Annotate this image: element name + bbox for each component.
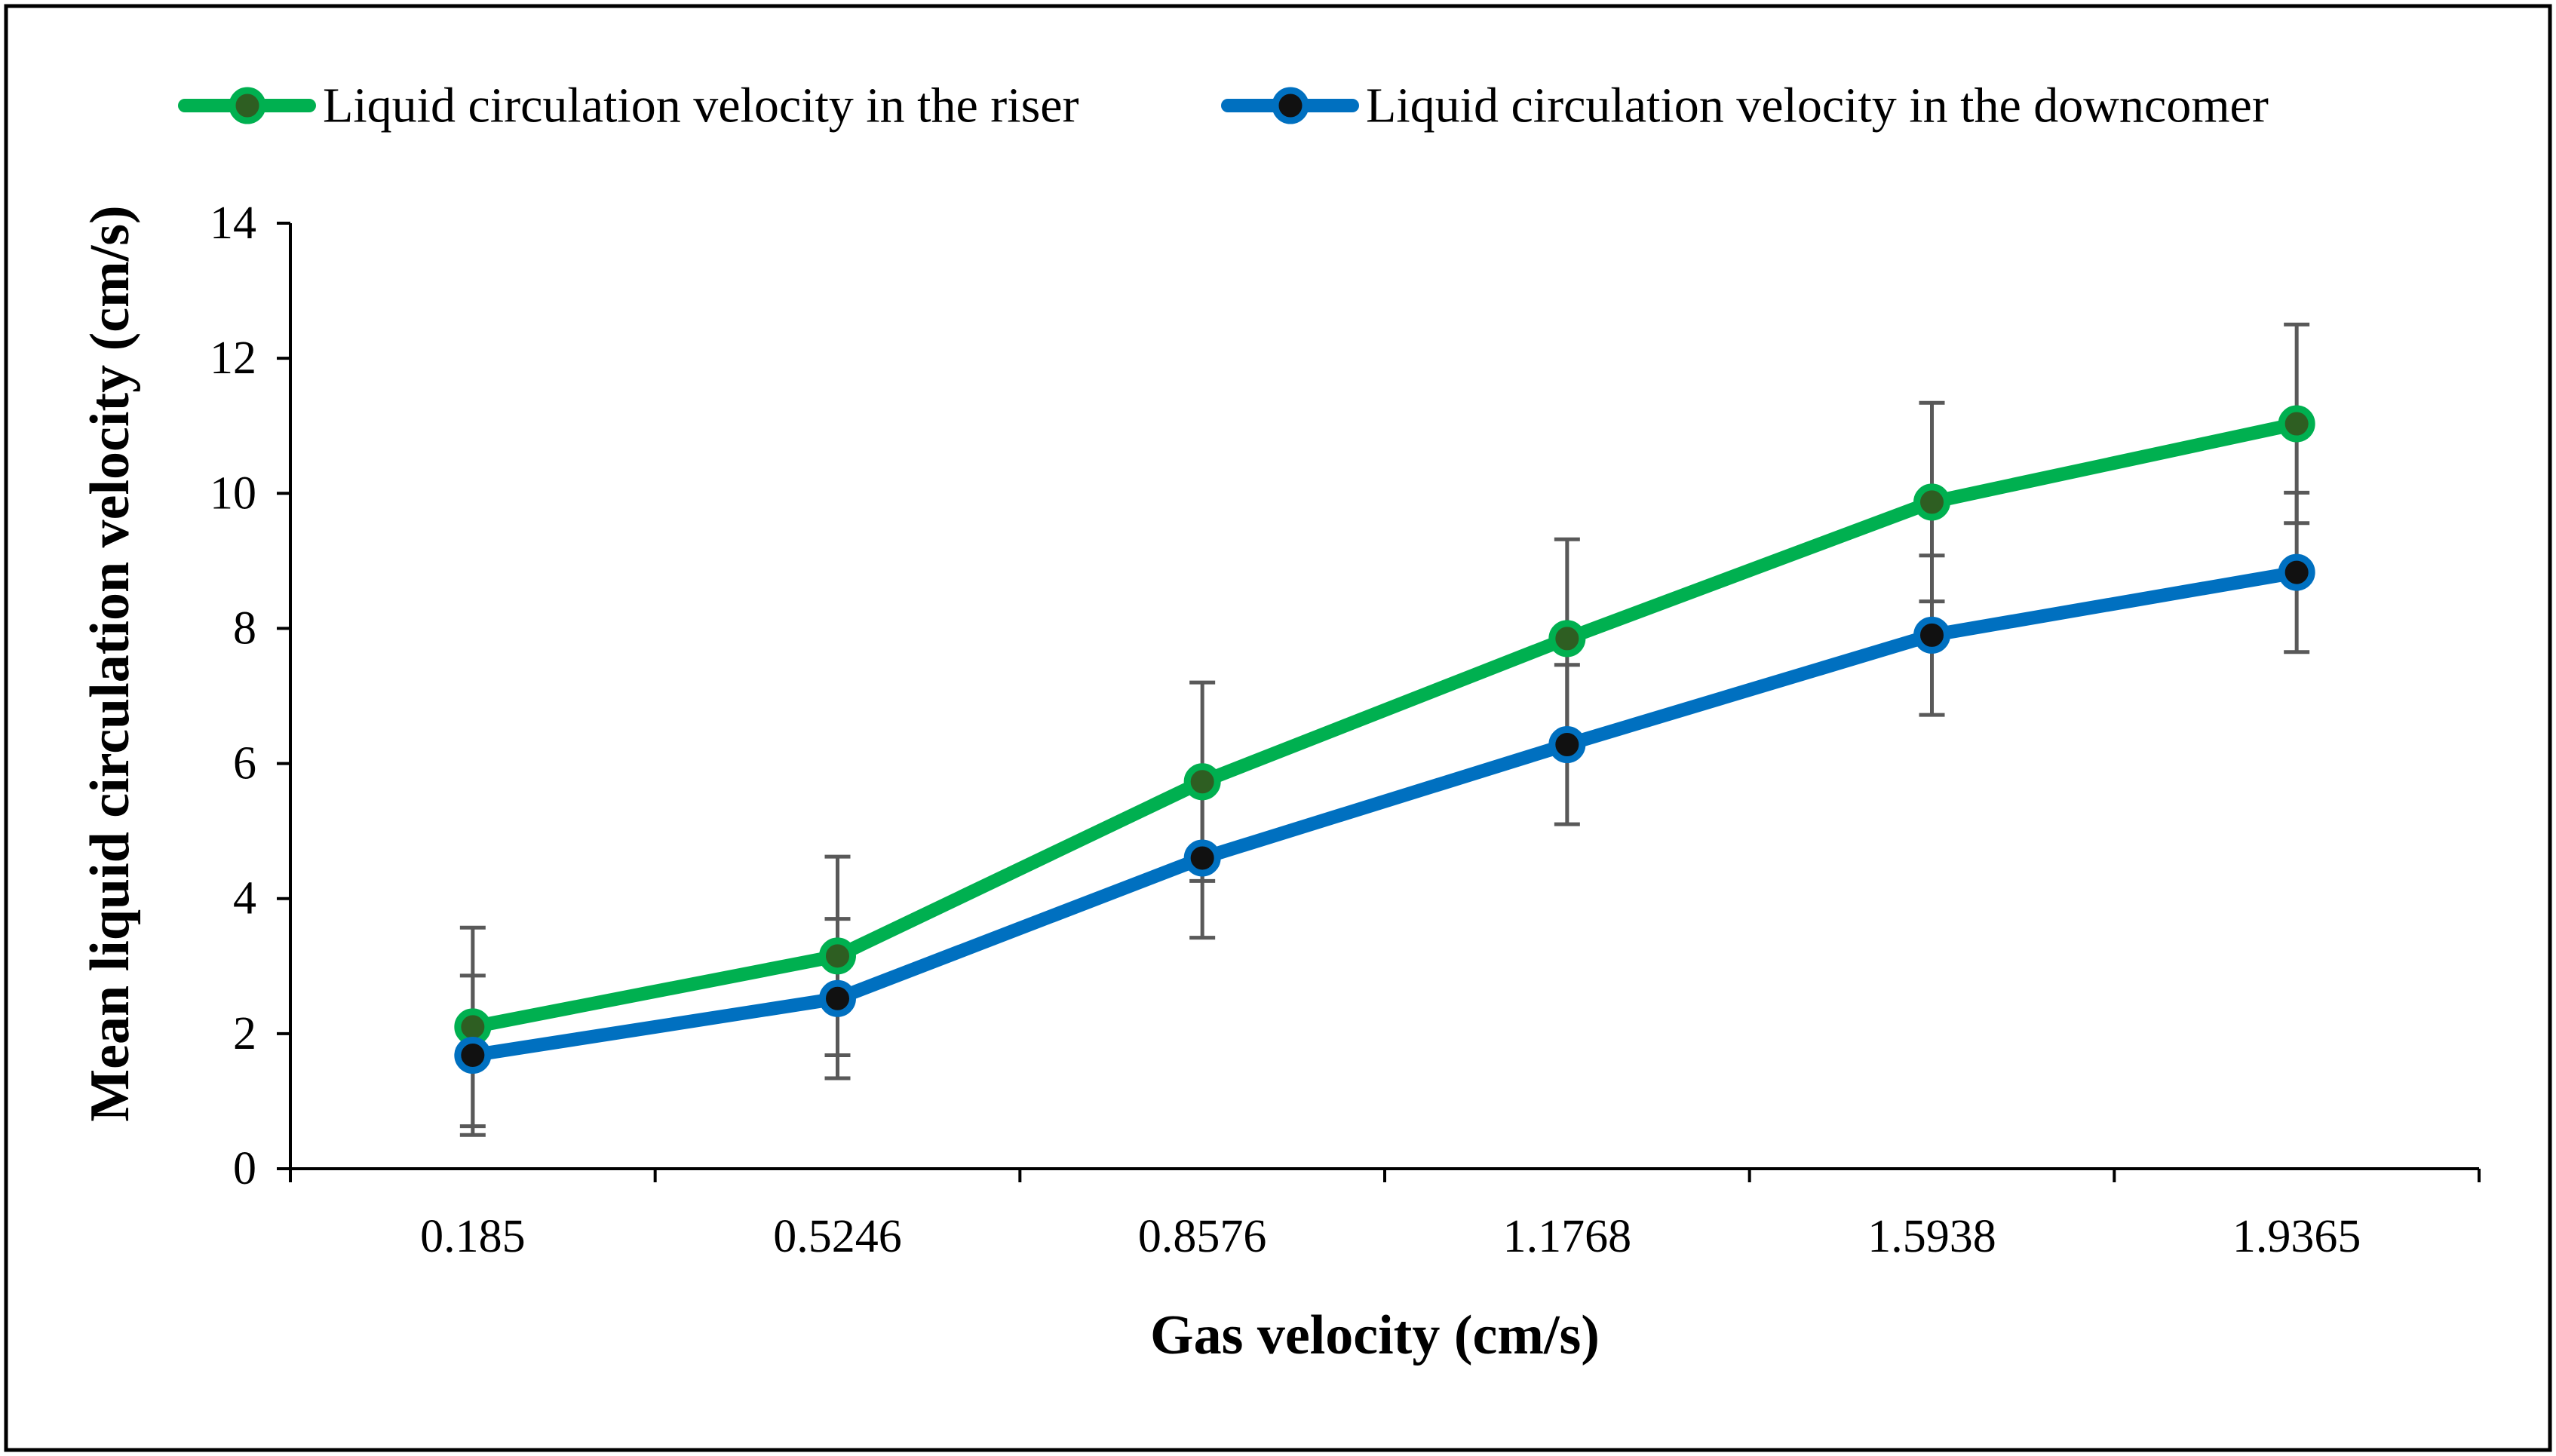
data-point-riser bbox=[819, 937, 856, 975]
series-line-riser bbox=[465, 417, 2304, 1034]
data-point-downcomer bbox=[1183, 839, 1221, 877]
y-axis-title: Mean liquid circulation velocity (cm/s) bbox=[79, 205, 141, 1121]
chart-frame bbox=[4, 4, 2552, 1452]
data-point-downcomer bbox=[1913, 616, 1950, 654]
data-point-riser bbox=[1548, 620, 1586, 657]
x-tick-label: 1.1768 bbox=[1503, 1211, 1632, 1262]
x-axis-title: Gas velocity (cm/s) bbox=[1150, 1304, 1600, 1366]
series-line-downcomer bbox=[465, 566, 2304, 1062]
y-tick-label: 8 bbox=[233, 602, 256, 654]
y-tick-label: 6 bbox=[233, 738, 256, 789]
x-tick-label: 0.185 bbox=[420, 1211, 526, 1262]
x-tick-label: 0.5246 bbox=[773, 1211, 902, 1262]
y-tick-label: 10 bbox=[210, 467, 256, 519]
series-markers bbox=[454, 405, 2315, 1074]
data-point-downcomer bbox=[819, 979, 856, 1017]
legend-label-riser: Liquid circulation velocity in the riser bbox=[323, 78, 1079, 133]
data-point-downcomer bbox=[2278, 553, 2315, 591]
data-point-riser bbox=[1183, 763, 1221, 801]
y-tick-label: 14 bbox=[210, 198, 256, 249]
legend: Liquid circulation velocity in the riser… bbox=[178, 78, 2269, 133]
x-tick-label: 1.5938 bbox=[1867, 1211, 1996, 1262]
data-point-downcomer bbox=[454, 1037, 492, 1074]
legend-marker-riser bbox=[229, 87, 266, 124]
axes: 0 2 4 6 8 10 12 14 0.185 0.5246 0.8576 1.1768 1.5938… bbox=[210, 198, 2481, 1262]
legend-marker-downcomer bbox=[1272, 87, 1309, 124]
x-tick-label: 1.9365 bbox=[2232, 1211, 2361, 1262]
x-tick-label: 0.8576 bbox=[1138, 1211, 1267, 1262]
data-point-riser bbox=[2278, 405, 2315, 443]
y-tick-label: 0 bbox=[233, 1143, 256, 1194]
data-point-riser bbox=[1913, 483, 1950, 521]
y-tick-label: 2 bbox=[233, 1008, 256, 1059]
legend-label-downcomer: Liquid circulation velocity in the downc… bbox=[1366, 78, 2269, 133]
y-tick-label: 12 bbox=[210, 333, 256, 384]
y-tick-label: 4 bbox=[233, 873, 256, 924]
data-point-downcomer bbox=[1548, 725, 1586, 763]
series-lines bbox=[465, 417, 2304, 1062]
